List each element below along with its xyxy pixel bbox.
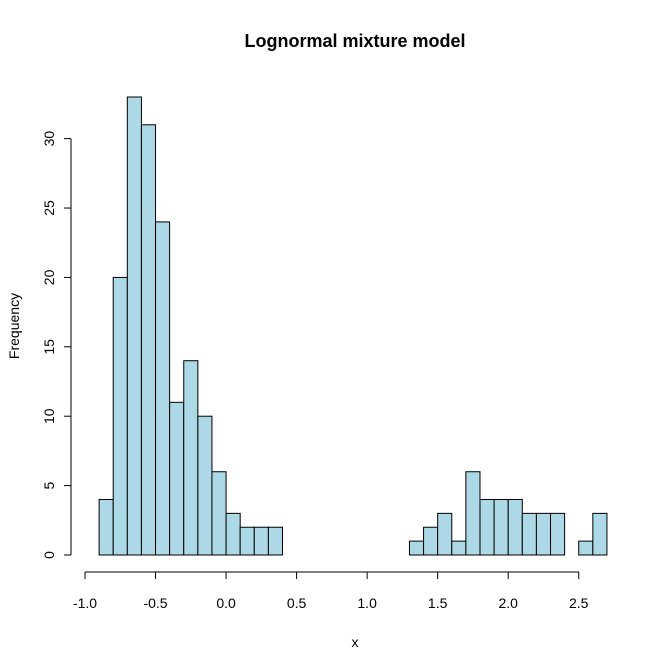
histogram-bar (98, 498, 114, 556)
histogram-bar (169, 401, 185, 556)
histogram-bar (507, 498, 523, 556)
histogram-bar (183, 360, 199, 556)
histogram-bar (493, 498, 509, 556)
y-tick-label: 30 (41, 131, 57, 147)
y-tick-label: 0 (41, 551, 57, 559)
histogram-bar (239, 526, 255, 556)
y-axis: 0 5 10 15 20 25 30 (41, 131, 72, 559)
histogram-bar (126, 96, 142, 556)
bars-group (98, 96, 608, 556)
y-tick-label: 25 (41, 200, 57, 216)
histogram-bar (211, 471, 227, 556)
y-tick-label: 20 (41, 269, 57, 285)
chart-title: Lognormal mixture model (244, 31, 465, 51)
histogram-bar (592, 512, 608, 556)
histogram-bar (155, 221, 171, 556)
histogram-bar (465, 471, 481, 556)
y-tick-label: 10 (41, 408, 57, 424)
x-tick-label: 2.0 (498, 595, 518, 611)
x-tick-label: 2.5 (569, 595, 589, 611)
histogram-bar (521, 512, 537, 556)
x-tick-label: -0.5 (143, 595, 167, 611)
histogram-bar (140, 124, 157, 556)
histogram-bar (408, 540, 425, 556)
histogram-bar (267, 526, 284, 556)
y-tick-label: 5 (41, 482, 57, 490)
histogram-bar (550, 512, 566, 556)
histogram-bar (253, 526, 269, 556)
x-tick-label: 1.5 (428, 595, 448, 611)
x-tick-label: 1.0 (357, 595, 377, 611)
x-tick-label: -1.0 (73, 595, 97, 611)
x-axis-label: x (352, 634, 359, 650)
x-tick-label: 0.5 (287, 595, 307, 611)
histogram-bar (197, 415, 213, 556)
histogram-bar (535, 512, 552, 556)
histogram-bar (437, 512, 453, 556)
y-axis-label: Frequency (6, 293, 22, 359)
histogram-bar (423, 526, 439, 556)
histogram-bar (479, 498, 495, 556)
y-tick-label: 15 (41, 339, 57, 355)
histogram-bar (578, 540, 594, 556)
histogram-bar (225, 512, 241, 556)
histogram-bar (112, 276, 128, 556)
histogram-bar (451, 540, 467, 556)
x-tick-label: 0.0 (216, 595, 236, 611)
x-axis: -1.0 -0.5 0.0 0.5 1.0 1.5 2.0 2.5 (73, 571, 589, 611)
